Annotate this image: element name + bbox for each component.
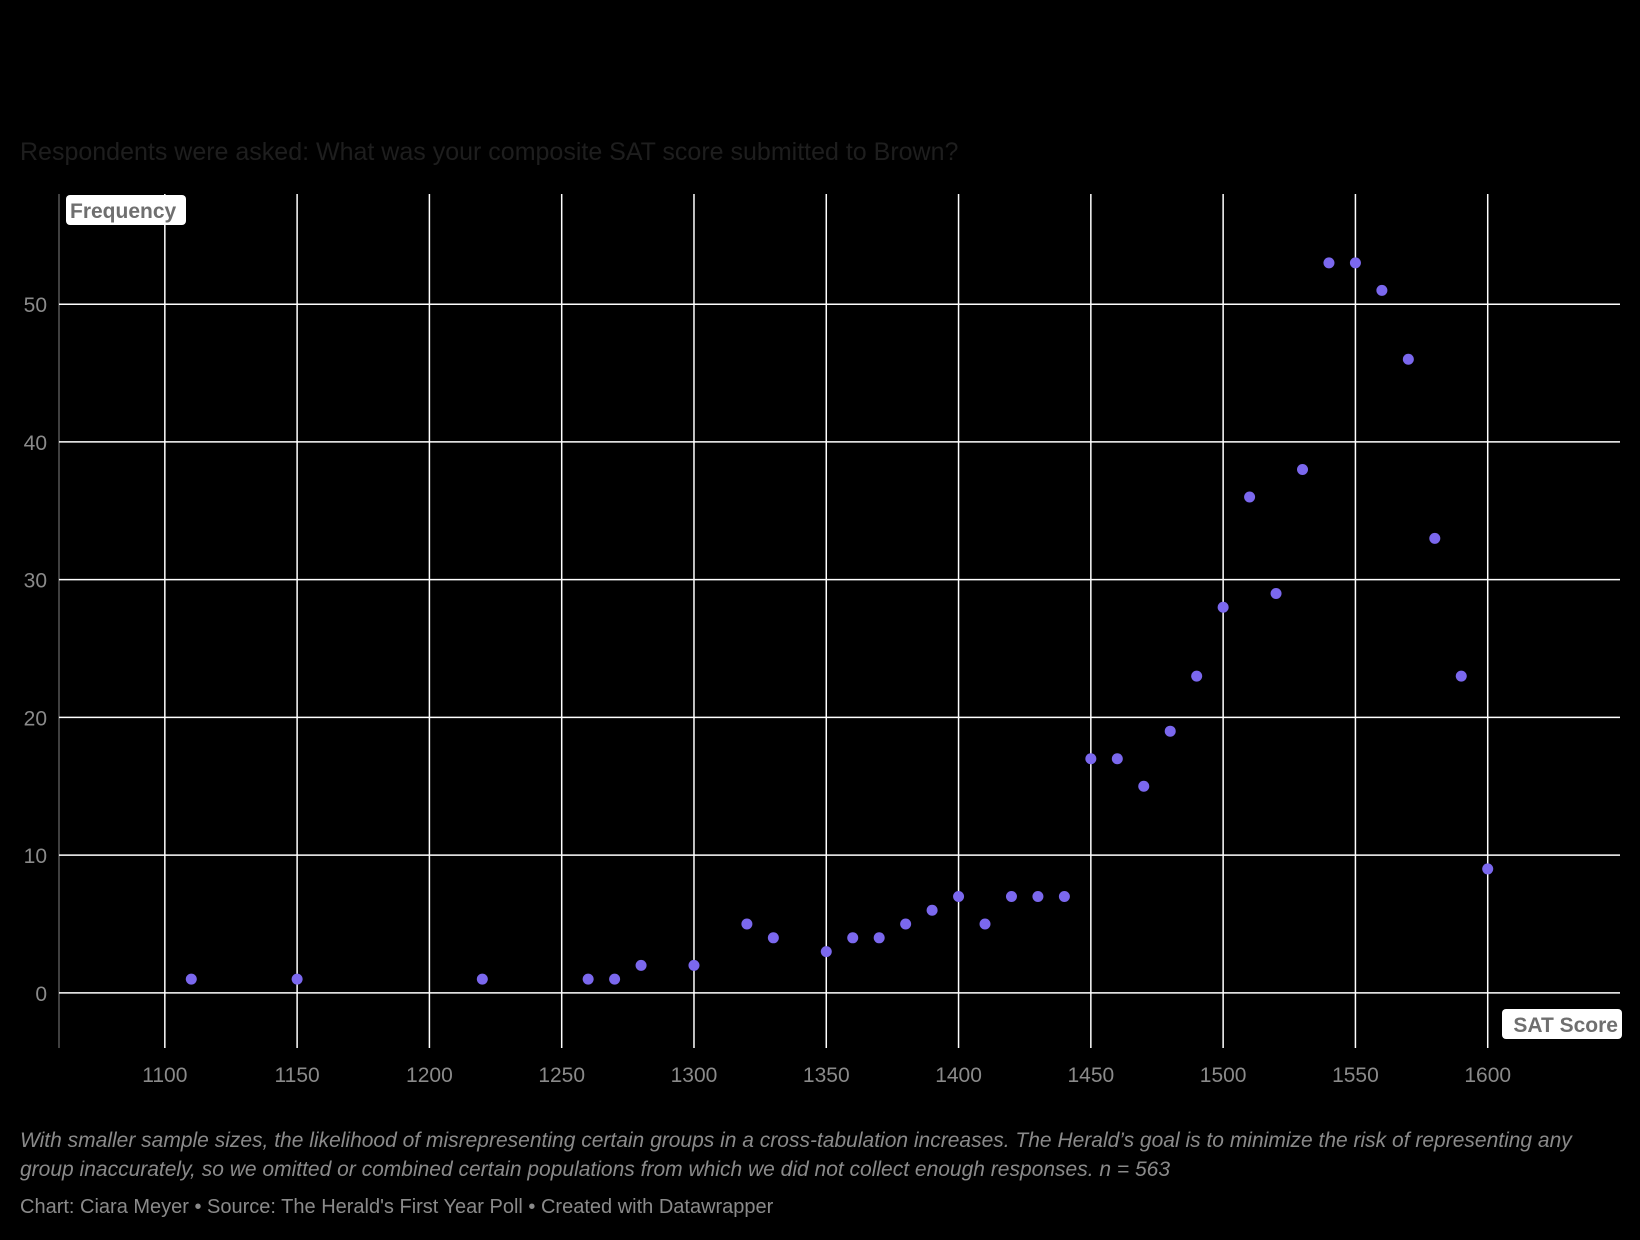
x-axis-ticks: 1100 1150 1200 1250 1300 1350 1400 1450 1500 1550… — [142, 1064, 1511, 1087]
data-point — [1270, 587, 1282, 599]
x-tick-label: 1450 — [1067, 1064, 1114, 1087]
data-point — [820, 946, 832, 958]
data-point — [741, 918, 753, 930]
data-point — [1058, 890, 1070, 902]
x-tick-label: 1500 — [1200, 1064, 1247, 1087]
y-axis-title: Frequency — [66, 195, 186, 225]
data-point — [476, 973, 488, 985]
data-point — [1111, 753, 1123, 765]
data-point — [582, 973, 594, 985]
grid-lines — [58, 194, 1620, 1048]
x-tick-label: 1350 — [803, 1064, 850, 1087]
data-point — [1085, 753, 1097, 765]
data-point — [609, 973, 621, 985]
data-point — [1376, 284, 1388, 296]
data-point — [1032, 890, 1044, 902]
x-tick-label: 1100 — [142, 1064, 187, 1087]
data-point — [1455, 670, 1467, 682]
data-point — [873, 932, 885, 944]
data-point — [900, 918, 912, 930]
data-point — [1349, 257, 1361, 269]
data-point — [1191, 670, 1203, 682]
x-tick-label: 1200 — [406, 1064, 453, 1087]
data-point — [1005, 890, 1017, 902]
x-axis-title-background — [1502, 1009, 1622, 1039]
data-point — [291, 973, 303, 985]
y-tick-label: 40 — [24, 432, 47, 455]
chart-subtitle: Respondents were asked: What was your co… — [20, 138, 959, 166]
data-point — [185, 973, 197, 985]
methodology-note: With smaller sample sizes, the likelihoo… — [20, 1129, 1572, 1181]
data-point — [1217, 601, 1229, 613]
chart-credit: Chart: Ciara Meyer • Source: The Herald'… — [20, 1196, 774, 1218]
y-axis-title-background — [66, 195, 186, 225]
data-point — [1297, 463, 1309, 475]
data-point — [926, 904, 938, 916]
data-point — [1164, 725, 1176, 737]
x-tick-label: 1600 — [1464, 1064, 1511, 1087]
x-axis-title: SAT Score — [1502, 1009, 1622, 1039]
x-tick-label: 1400 — [935, 1064, 982, 1087]
y-tick-label: 30 — [24, 570, 47, 593]
data-point — [1429, 532, 1441, 544]
data-point — [767, 932, 779, 944]
data-point — [1402, 353, 1414, 365]
y-tick-label: 50 — [24, 294, 47, 317]
data-point — [953, 890, 965, 902]
data-point — [1244, 491, 1256, 503]
x-axis-title-text: SAT Score — [1513, 1014, 1618, 1037]
data-point — [1138, 780, 1150, 792]
data-point — [847, 932, 859, 944]
y-tick-label: 0 — [35, 983, 47, 1006]
y-tick-label: 10 — [24, 845, 47, 868]
y-axis-ticks: 0 10 20 30 40 50 — [24, 294, 47, 1006]
data-point — [1482, 863, 1494, 875]
y-tick-label: 20 — [24, 707, 47, 730]
y-axis-title-text: Frequency — [70, 200, 177, 223]
x-tick-label: 1250 — [538, 1064, 585, 1087]
data-point — [688, 959, 700, 971]
x-tick-label: 1550 — [1332, 1064, 1379, 1087]
data-point — [635, 959, 647, 971]
data-point — [1323, 257, 1335, 269]
x-tick-label: 1150 — [275, 1064, 320, 1087]
data-points — [185, 257, 1494, 985]
data-point — [979, 918, 991, 930]
x-tick-label: 1300 — [671, 1064, 718, 1087]
